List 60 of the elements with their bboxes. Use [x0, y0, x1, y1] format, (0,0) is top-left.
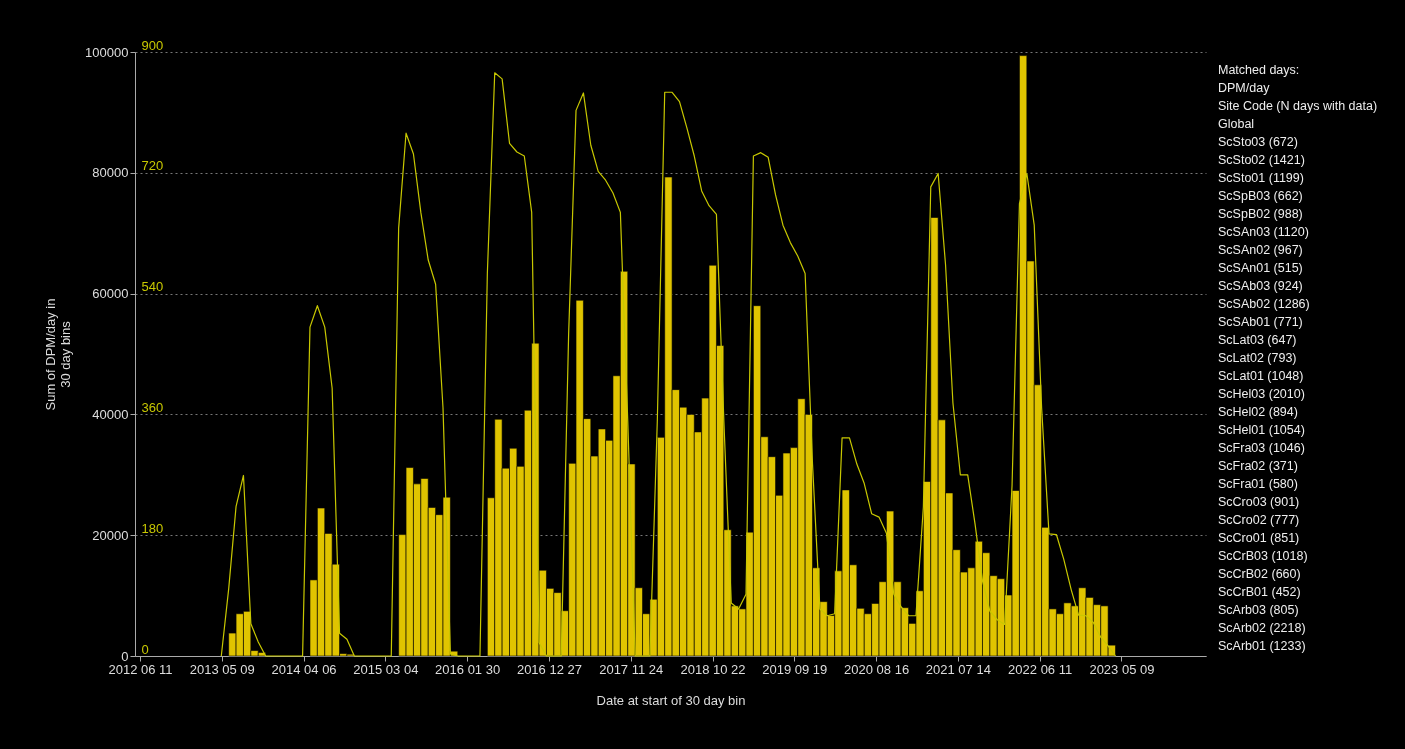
- text: ScSpB02 (988): [1218, 207, 1303, 221]
- x-tick-label: 2022 06 11: [1008, 661, 1073, 677]
- y-tick-label: 60000: [92, 286, 129, 302]
- x-tick-label: 2012 06 11: [108, 661, 173, 677]
- x-tick-label: 2013 05 09: [189, 661, 255, 677]
- text: ScLat03 (647): [1218, 333, 1297, 347]
- text: ScSto03 (672): [1218, 135, 1298, 149]
- y2-tick-label: 900: [141, 37, 164, 53]
- text: DPM/day: [1218, 81, 1271, 95]
- x-tick-label: 2015 03 04: [353, 661, 419, 677]
- x-tick-label: 2020 08 16: [844, 661, 910, 677]
- text: ScSAn03 (1120): [1218, 225, 1309, 239]
- x-tick-label: 2021 07 14: [925, 661, 991, 677]
- x-tick-label: 2014 04 06: [271, 661, 337, 677]
- y-tick-label: 20000: [92, 527, 129, 543]
- text: ScLat01 (1048): [1218, 369, 1304, 383]
- text: ScCrB03 (1018): [1218, 549, 1308, 563]
- text: Global: [1218, 117, 1255, 131]
- x-tick-label: 2023 05 09: [1089, 661, 1155, 677]
- y-tick-label: 0: [121, 648, 129, 664]
- text: ScCro02 (777): [1218, 513, 1300, 527]
- y2-tick-label: 720: [141, 158, 164, 174]
- text: ScSAb01 (771): [1218, 315, 1303, 329]
- text: ScSAb02 (1286): [1218, 297, 1310, 311]
- text: ScHel01 (1054): [1218, 423, 1305, 437]
- y-axis-title: Sum of DPM/day in 30 day bins: [43, 298, 74, 411]
- text: Site Code (N days with data): [1218, 99, 1378, 113]
- text: ScFra03 (1046): [1218, 441, 1305, 455]
- text: ScHel02 (894): [1218, 405, 1298, 419]
- text: ScCrB02 (660): [1218, 567, 1301, 581]
- text: ScSto01 (1199): [1218, 171, 1304, 185]
- text: ScSAn02 (967): [1218, 243, 1303, 257]
- text: ScCro01 (851): [1218, 531, 1300, 545]
- text: ScArb03 (805): [1218, 603, 1299, 617]
- text: ScSAn01 (515): [1218, 261, 1303, 275]
- x-tick-label: 2017 11 24: [599, 661, 664, 677]
- x-tick-label: 2018 10 22: [680, 661, 746, 677]
- text: ScSAb03 (924): [1218, 279, 1303, 293]
- text: ScLat02 (793): [1218, 351, 1297, 365]
- text: ScArb01 (1233): [1218, 639, 1306, 653]
- text: ScArb02 (2218): [1218, 621, 1306, 635]
- x-tick-label: 2016 12 27: [516, 661, 582, 677]
- text: ScFra01 (580): [1218, 477, 1298, 491]
- x-tick-label: 2016 01 30: [435, 661, 501, 677]
- text: ScSto02 (1421): [1218, 153, 1305, 167]
- y2-tick-label: 180: [141, 520, 164, 536]
- y2-tick-label: 360: [141, 399, 164, 415]
- y-tick-label: 80000: [92, 165, 129, 181]
- x-tick-label: 2019 09 19: [762, 661, 828, 677]
- y-tick-label: 100000: [85, 44, 129, 60]
- y2-tick-label: 540: [141, 279, 164, 295]
- y2-tick-label: 0: [141, 641, 149, 657]
- text: ScFra02 (371): [1218, 459, 1298, 473]
- text: ScSpB03 (662): [1218, 189, 1303, 203]
- y-tick-label: 40000: [92, 406, 129, 422]
- x-axis-title: Date at start of 30 day bin: [596, 692, 746, 708]
- text: ScHel03 (2010): [1218, 387, 1305, 401]
- text: Matched days:: [1218, 63, 1300, 77]
- text: ScCrB01 (452): [1218, 585, 1301, 599]
- text: ScCro03 (901): [1218, 495, 1300, 509]
